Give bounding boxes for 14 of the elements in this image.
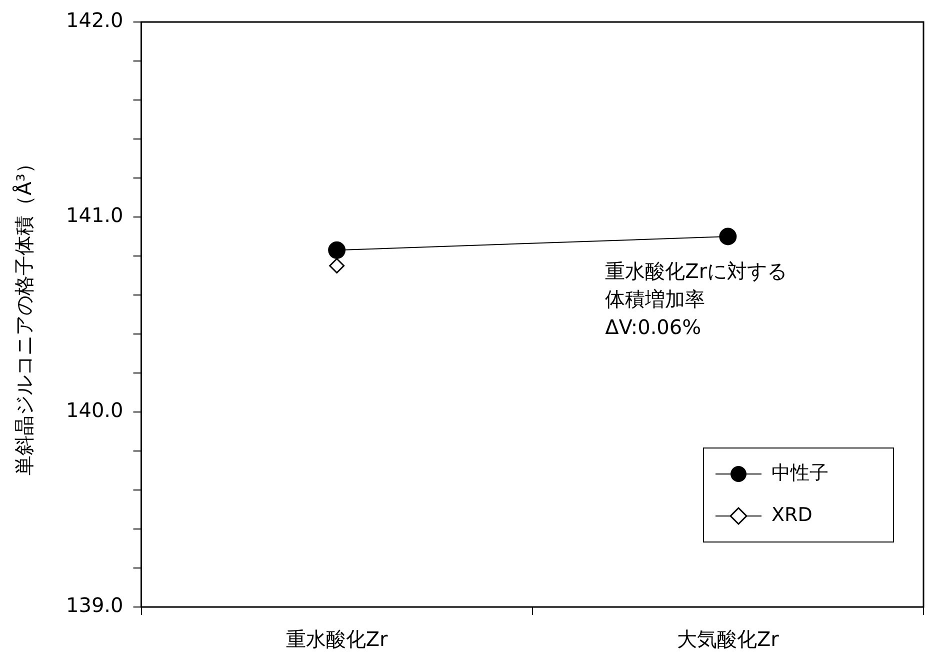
y-tick-label: 142.0 — [66, 8, 124, 32]
point — [329, 258, 345, 274]
y-tick-label: 140.0 — [66, 398, 124, 422]
y-axis-title: 単斜晶ジルコニアの格子体積（Å³） — [12, 154, 36, 476]
point — [719, 228, 737, 246]
point — [328, 241, 346, 259]
y-tick-label: 141.0 — [66, 203, 124, 228]
legend-label: 中性子 — [772, 462, 828, 484]
y-tick-label: 139.0 — [66, 593, 124, 618]
x-tick-label: 重水酸化Zr — [286, 627, 389, 652]
annotation: 重水酸化Zrに対する体積増加率 — [605, 259, 788, 312]
legend-label: XRD — [772, 504, 812, 526]
annotation: ΔV:0.06% — [605, 315, 702, 340]
x-tick-label: 大気酸化Zr — [676, 627, 780, 652]
